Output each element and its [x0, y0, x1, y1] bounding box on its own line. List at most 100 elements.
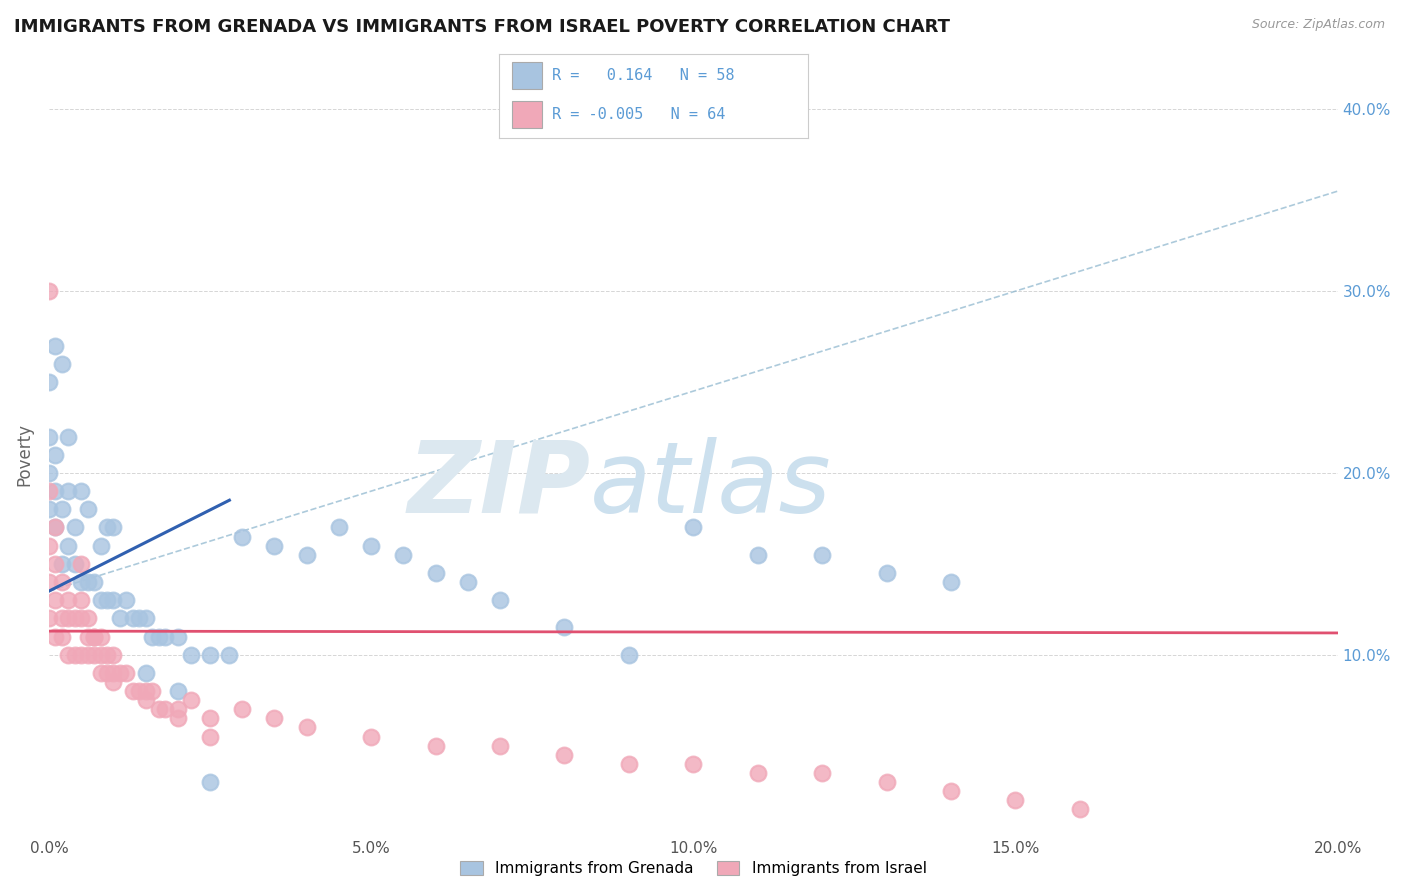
Text: R =   0.164   N = 58: R = 0.164 N = 58	[551, 68, 734, 83]
Point	[44, 593, 66, 607]
Point	[811, 766, 834, 780]
Point	[489, 593, 512, 607]
Point	[96, 648, 118, 662]
Point	[51, 630, 73, 644]
Point	[83, 648, 105, 662]
Point	[128, 684, 150, 698]
Point	[38, 429, 60, 443]
Point	[58, 484, 80, 499]
Point	[218, 648, 240, 662]
Point	[96, 520, 118, 534]
Point	[103, 675, 125, 690]
Point	[425, 739, 447, 753]
Point	[70, 557, 93, 571]
Point	[89, 539, 111, 553]
Point	[231, 702, 253, 716]
Text: ZIP: ZIP	[408, 437, 591, 533]
Point	[392, 548, 415, 562]
Point	[360, 730, 382, 744]
Point	[76, 502, 98, 516]
Point	[63, 557, 86, 571]
Point	[198, 730, 221, 744]
Point	[263, 539, 285, 553]
Point	[198, 775, 221, 789]
Point	[76, 630, 98, 644]
Point	[63, 520, 86, 534]
Point	[70, 648, 93, 662]
Point	[38, 375, 60, 389]
Point	[128, 611, 150, 625]
Point	[58, 429, 80, 443]
Point	[83, 630, 105, 644]
Point	[38, 284, 60, 298]
FancyBboxPatch shape	[512, 62, 543, 89]
Point	[89, 630, 111, 644]
Point	[617, 648, 640, 662]
Point	[51, 357, 73, 371]
Point	[617, 756, 640, 771]
Point	[747, 766, 769, 780]
Point	[70, 593, 93, 607]
Point	[153, 630, 176, 644]
Point	[103, 520, 125, 534]
Point	[328, 520, 350, 534]
Point	[38, 502, 60, 516]
Point	[682, 756, 704, 771]
Point	[38, 466, 60, 480]
Point	[76, 611, 98, 625]
Point	[51, 557, 73, 571]
Point	[70, 611, 93, 625]
Point	[747, 548, 769, 562]
Point	[58, 611, 80, 625]
Point	[1069, 802, 1091, 816]
Point	[166, 684, 188, 698]
Point	[295, 548, 318, 562]
Point	[108, 665, 131, 680]
Point	[457, 575, 479, 590]
Point	[63, 611, 86, 625]
Point	[76, 648, 98, 662]
Point	[51, 611, 73, 625]
Point	[96, 593, 118, 607]
Point	[489, 739, 512, 753]
Point	[121, 611, 143, 625]
Point	[198, 648, 221, 662]
Point	[38, 611, 60, 625]
Point	[76, 575, 98, 590]
Point	[180, 693, 202, 707]
Point	[44, 557, 66, 571]
Point	[811, 548, 834, 562]
Point	[231, 530, 253, 544]
FancyBboxPatch shape	[512, 101, 543, 128]
Point	[38, 575, 60, 590]
Point	[166, 630, 188, 644]
Point	[70, 575, 93, 590]
Point	[44, 484, 66, 499]
Point	[83, 575, 105, 590]
Text: IMMIGRANTS FROM GRENADA VS IMMIGRANTS FROM ISRAEL POVERTY CORRELATION CHART: IMMIGRANTS FROM GRENADA VS IMMIGRANTS FR…	[14, 18, 950, 36]
Point	[121, 684, 143, 698]
Point	[141, 684, 163, 698]
Point	[166, 702, 188, 716]
Point	[58, 593, 80, 607]
Text: atlas: atlas	[591, 437, 832, 533]
Point	[425, 566, 447, 580]
Point	[96, 665, 118, 680]
Point	[148, 702, 170, 716]
Point	[180, 648, 202, 662]
Point	[89, 665, 111, 680]
Point	[89, 593, 111, 607]
Point	[682, 520, 704, 534]
Point	[553, 620, 575, 634]
Point	[115, 593, 138, 607]
Point	[939, 784, 962, 798]
Point	[63, 648, 86, 662]
Point	[198, 711, 221, 725]
Point	[939, 575, 962, 590]
Point	[135, 611, 157, 625]
Point	[44, 520, 66, 534]
Text: R = -0.005   N = 64: R = -0.005 N = 64	[551, 107, 725, 122]
Point	[141, 630, 163, 644]
Point	[295, 721, 318, 735]
Point	[89, 648, 111, 662]
